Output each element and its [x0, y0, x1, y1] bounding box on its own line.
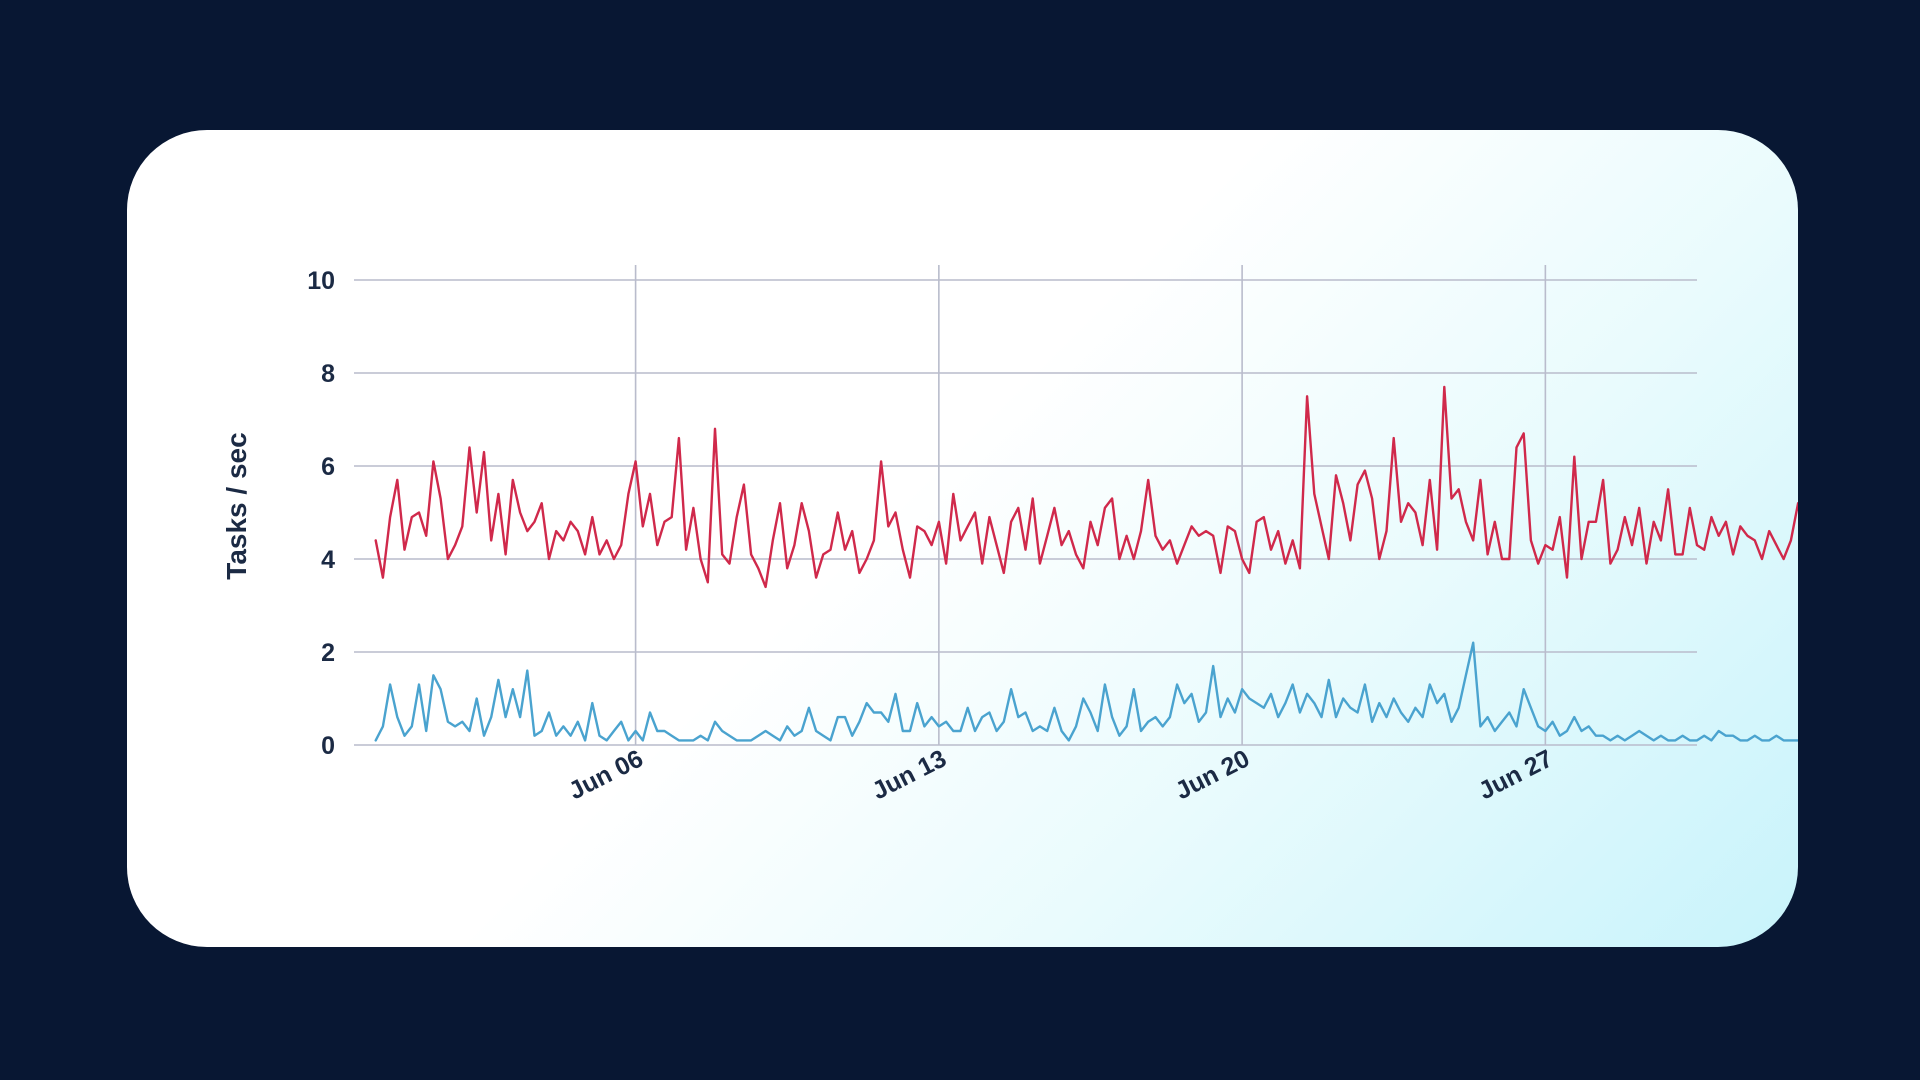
chart-card: 0 2 4 6 8 10 Jun 06 Jun 13 Jun 20 Jun 27 Tasks /…: [127, 130, 1798, 947]
series-line-2: [374, 641, 1798, 742]
y-tick-labels: 0 2 4 6 8 10: [307, 267, 335, 760]
y-axis-title: Tasks / sec: [221, 432, 252, 579]
line-chart: 0 2 4 6 8 10 Jun 06 Jun 13 Jun 20 Jun 27 Tasks /…: [221, 265, 1798, 805]
y-tick-label: 0: [321, 732, 335, 760]
x-tick-label: Jun 13: [868, 744, 951, 805]
x-tick-label: Jun 27: [1474, 744, 1557, 805]
x-tick-label: Jun 06: [564, 744, 647, 805]
y-tick-label: 2: [321, 639, 335, 667]
x-gridlines: [634, 265, 1547, 745]
y-tick-label: 4: [321, 546, 335, 574]
x-tick-label: Jun 20: [1171, 744, 1254, 805]
x-tick-labels: Jun 06 Jun 13 Jun 20 Jun 27: [564, 744, 1557, 805]
series-line-1: [374, 385, 1798, 589]
y-tick-label: 8: [321, 360, 335, 388]
y-tick-label: 10: [307, 267, 335, 295]
y-tick-label: 6: [321, 453, 335, 481]
series-lines: [374, 385, 1798, 742]
y-gridlines: [354, 279, 1697, 746]
